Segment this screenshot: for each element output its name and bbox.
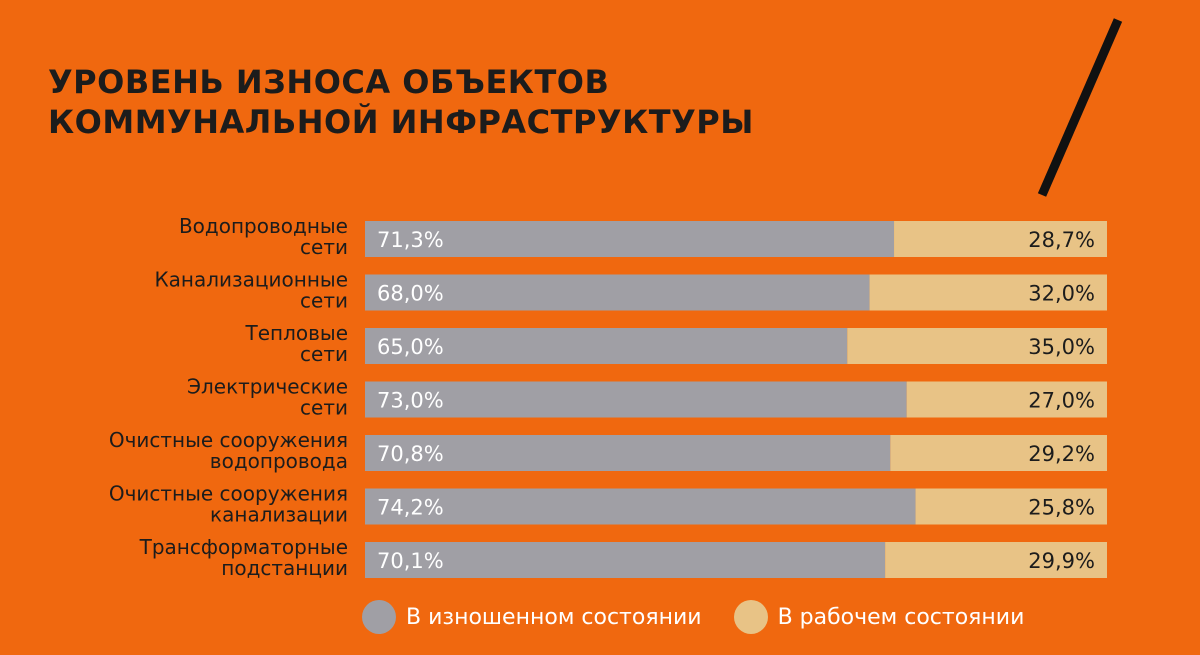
value-label-working-0: 28,7%: [1028, 228, 1095, 252]
bar-worn-2: [365, 328, 848, 364]
value-label-worn-6: 70,1%: [377, 549, 444, 573]
bar-worn-6: [365, 542, 886, 578]
chart-title: УРОВЕНЬ ИЗНОСА ОБЪЕКТОВ КОММУНАЛЬНОЙ ИНФ…: [48, 62, 754, 142]
chart-title-line-1: УРОВЕНЬ ИЗНОСА ОБЪЕКТОВ: [48, 63, 610, 101]
legend-item-working: В рабочем состоянии: [733, 600, 1025, 634]
value-label-working-4: 29,2%: [1028, 442, 1095, 466]
value-label-worn-0: 71,3%: [377, 228, 444, 252]
value-label-worn-2: 65,0%: [377, 335, 444, 359]
bar-worn-5: [365, 488, 916, 525]
category-label-4-0: Очистные сооружения: [109, 428, 348, 452]
bar-working-5: [915, 488, 1107, 525]
value-label-worn-4: 70,8%: [377, 442, 444, 466]
category-label-5-0: Очистные сооружения: [109, 482, 348, 506]
category-label-1-1: сети: [300, 289, 348, 313]
bar-working-4: [890, 435, 1107, 471]
value-label-working-2: 35,0%: [1028, 335, 1095, 359]
value-label-working-6: 29,9%: [1028, 549, 1095, 573]
bar-working-6: [885, 542, 1107, 578]
category-label-6-1: подстанции: [221, 556, 348, 580]
value-label-working-5: 25,8%: [1028, 496, 1095, 520]
category-label-2-0: Тепловые: [245, 321, 349, 345]
category-label-5-1: канализации: [210, 503, 348, 527]
value-label-working-1: 32,0%: [1028, 282, 1095, 306]
value-label-working-3: 27,0%: [1028, 389, 1095, 413]
decorative-slash: [1037, 18, 1123, 197]
legend-swatch-worn: [362, 600, 396, 634]
category-label-0-0: Водопроводные: [179, 214, 348, 238]
chart-legend: В изношенном состоянии В рабочем состоян…: [362, 600, 1056, 634]
bar-worn-1: [365, 274, 870, 311]
bar-working-0: [894, 221, 1107, 257]
bar-working-2: [847, 328, 1107, 364]
legend-label-working: В рабочем состоянии: [777, 604, 1025, 630]
legend-swatch-working: [733, 600, 768, 634]
category-label-3-0: Электрические: [187, 375, 348, 399]
bar-working-3: [906, 381, 1107, 418]
chart-title-line-2: КОММУНАЛЬНОЙ ИНФРАСТРУКТУРЫ: [48, 103, 754, 141]
legend-item-worn: В изношенном состоянии: [362, 600, 702, 634]
value-label-worn-5: 74,2%: [377, 496, 444, 520]
category-label-1-0: Канализационные: [154, 268, 348, 292]
value-label-worn-1: 68,0%: [377, 282, 444, 306]
bar-worn-3: [365, 381, 907, 418]
bar-worn-4: [365, 435, 891, 471]
bar-working-1: [869, 274, 1107, 311]
category-label-6-0: Трансформаторные: [139, 535, 348, 559]
category-label-3-1: сети: [300, 396, 348, 420]
bar-worn-0: [365, 221, 895, 257]
category-label-4-1: водопровода: [210, 449, 348, 473]
category-label-2-1: сети: [300, 342, 348, 366]
legend-label-worn: В изношенном состоянии: [406, 604, 702, 630]
value-label-worn-3: 73,0%: [377, 389, 444, 413]
category-label-0-1: сети: [300, 235, 348, 259]
